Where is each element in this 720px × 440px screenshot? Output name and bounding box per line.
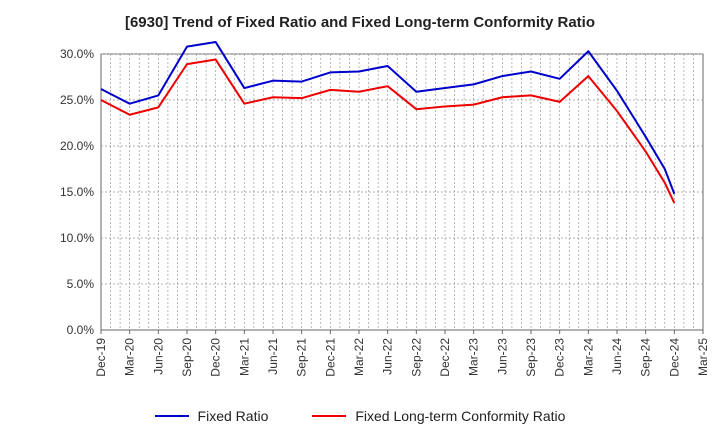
x-tick-label: Sep-23 bbox=[524, 338, 538, 377]
x-tick-label: Dec-23 bbox=[553, 338, 567, 377]
x-tick-label: Mar-23 bbox=[467, 338, 481, 376]
y-tick-label: 5.0% bbox=[67, 277, 95, 291]
y-tick-label: 30.0% bbox=[60, 47, 94, 61]
x-tick-label: Jun-23 bbox=[495, 338, 509, 375]
x-tick-label: Mar-25 bbox=[696, 338, 710, 376]
x-tick-label: Jun-21 bbox=[266, 338, 280, 375]
y-tick-label: 10.0% bbox=[60, 231, 94, 245]
legend-label: Fixed Ratio bbox=[197, 408, 269, 424]
y-tick-label: 20.0% bbox=[60, 139, 94, 153]
chart-legend: Fixed Ratio Fixed Long-term Conformity Ra… bbox=[0, 404, 720, 424]
chart-title: [6930] Trend of Fixed Ratio and Fixed Lo… bbox=[124, 14, 596, 31]
x-tick-label: Mar-24 bbox=[581, 338, 595, 376]
legend-item: Fixed Long-term Conformity Ratio bbox=[312, 408, 565, 424]
x-tick-label: Dec-19 bbox=[94, 338, 108, 377]
x-tick-label: Sep-21 bbox=[295, 338, 309, 377]
x-tick-label: Sep-20 bbox=[180, 338, 194, 377]
x-tick-label: Jun-22 bbox=[381, 338, 395, 375]
legend-label: Fixed Long-term Conformity Ratio bbox=[355, 408, 566, 424]
x-tick-label: Dec-22 bbox=[438, 338, 452, 377]
x-tick-label: Sep-22 bbox=[409, 338, 423, 377]
x-tick-label: Dec-20 bbox=[209, 338, 223, 377]
y-tick-label: 0.0% bbox=[67, 323, 95, 337]
x-tick-label: Mar-22 bbox=[352, 338, 366, 376]
series-line-fixed-long-term-conformity-ratio bbox=[100, 58, 676, 204]
x-tick-label: Jun-24 bbox=[610, 338, 624, 375]
x-tick-label: Sep-24 bbox=[639, 338, 653, 377]
legend-swatch bbox=[154, 415, 189, 417]
y-tick-label: 25.0% bbox=[60, 93, 94, 107]
legend-swatch bbox=[312, 415, 347, 417]
legend-item: Fixed Ratio bbox=[154, 408, 269, 424]
series-line-fixed-ratio bbox=[100, 41, 676, 195]
y-tick-label: 15.0% bbox=[60, 185, 94, 199]
x-tick-label: Jun-20 bbox=[151, 338, 165, 375]
x-tick-label: Dec-21 bbox=[323, 338, 337, 377]
x-tick-label: Dec-24 bbox=[667, 338, 681, 377]
x-tick-label: Mar-21 bbox=[237, 338, 251, 376]
x-tick-label: Mar-20 bbox=[123, 338, 137, 376]
